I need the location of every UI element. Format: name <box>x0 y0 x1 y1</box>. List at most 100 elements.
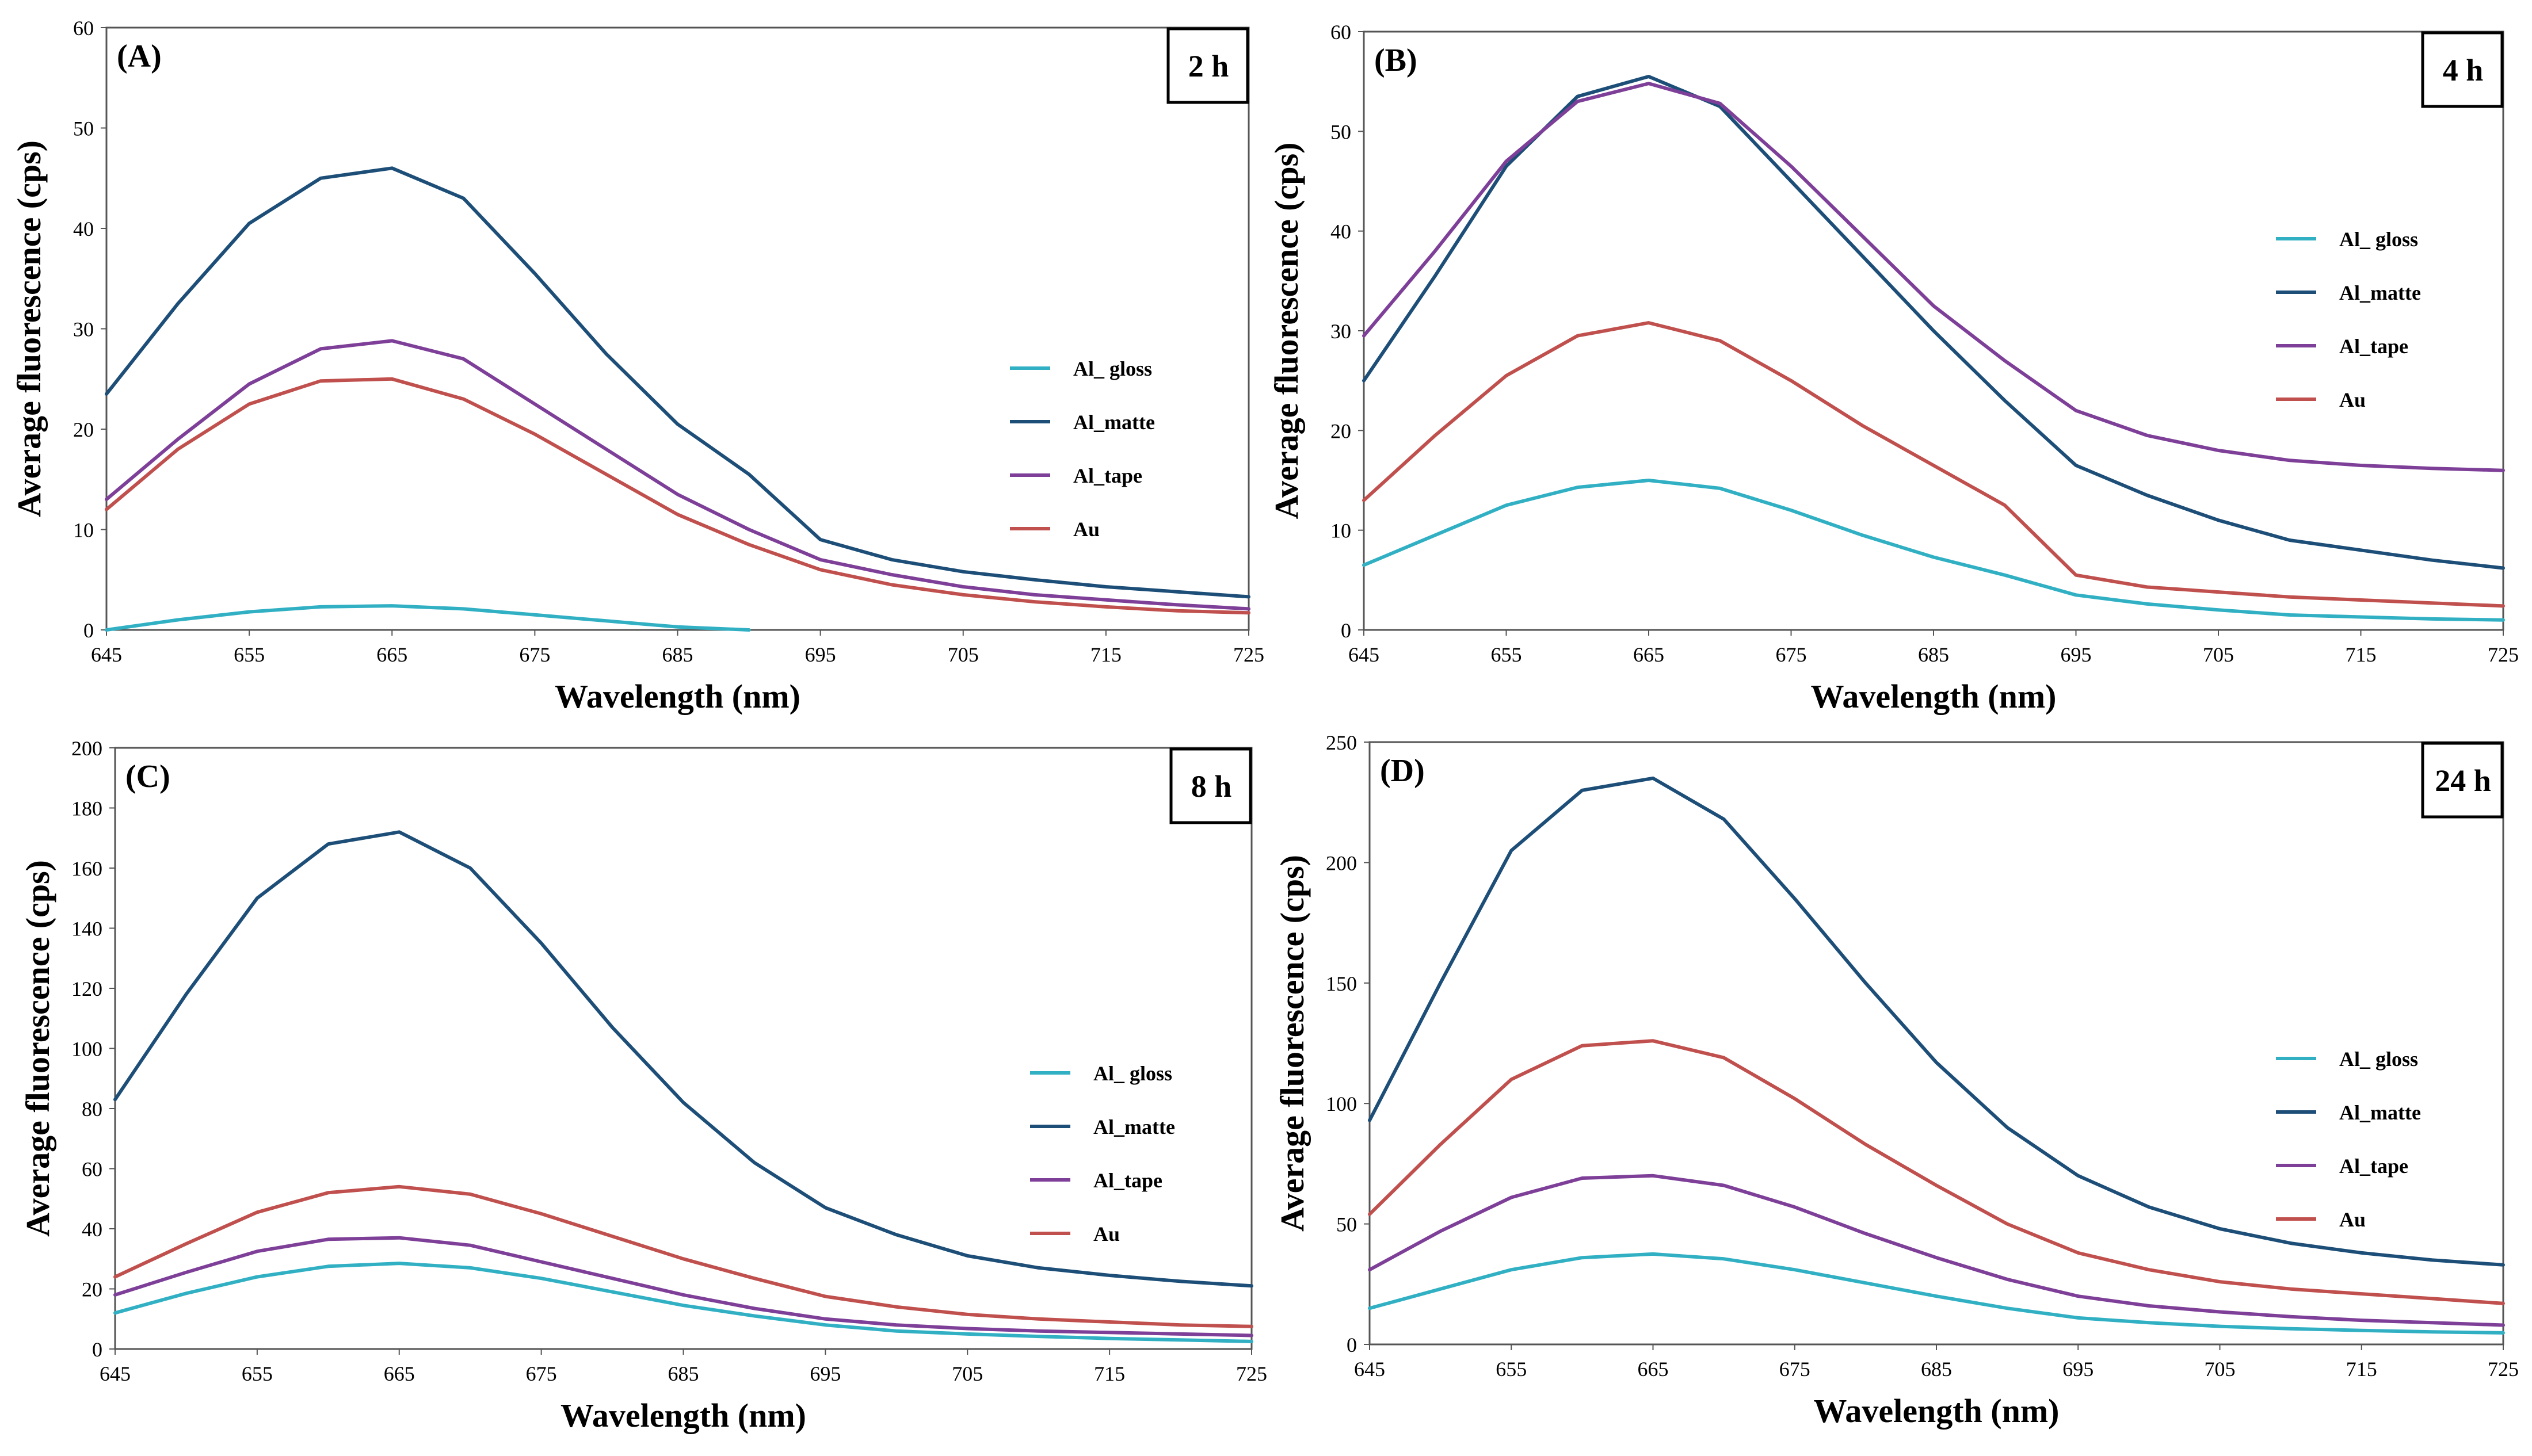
legend: Al_ gloss Al_matte Al_tape Au <box>1030 1062 1175 1245</box>
y-tick-label: 100 <box>71 1038 102 1061</box>
legend: Al_ gloss Al_matte Al_tape Au <box>1010 357 1155 541</box>
x-tick-label: 715 <box>1094 1362 1125 1385</box>
plot-area <box>1368 741 2504 1346</box>
x-tick-label: 655 <box>1491 643 1522 666</box>
x-axis-title: Wavelength (nm) <box>1811 678 2057 715</box>
x-tick-label: 675 <box>526 1362 557 1385</box>
x-tick-label: 675 <box>519 643 550 666</box>
y-axis-title: Average fluorescence (cps) <box>1273 855 1311 1232</box>
y-tick-label: 40 <box>73 217 94 240</box>
x-tick-label: 645 <box>1348 643 1379 666</box>
y-tick-label: 40 <box>82 1218 102 1241</box>
series-line-al-gloss <box>113 1262 1253 1343</box>
y-tick-label: 50 <box>1336 1213 1357 1236</box>
x-tick-label: 685 <box>662 643 693 666</box>
y-tick-label: 150 <box>1326 972 1357 995</box>
x-tick-label: 725 <box>1233 643 1264 666</box>
series-line-al-gloss <box>105 604 751 632</box>
y-tick-label: 20 <box>82 1278 102 1301</box>
panel-letter: (C) <box>125 759 170 794</box>
y-tick-label: 120 <box>71 977 102 1000</box>
x-tick-label: 655 <box>234 643 265 666</box>
y-tick-label: 160 <box>71 857 102 880</box>
y-tick-label: 50 <box>1330 120 1351 143</box>
y-tick-label: 20 <box>73 418 94 441</box>
y-tick-label: 0 <box>92 1338 102 1361</box>
series-line-au <box>1362 321 2505 608</box>
series-line-al-matte <box>1362 75 2505 570</box>
time-label-box <box>1169 747 1252 824</box>
x-tick-label: 725 <box>2488 1358 2519 1381</box>
panel-letter: (D) <box>1380 753 1425 789</box>
legend-label: Al_tape <box>1073 464 1142 487</box>
legend-label: Al_tape <box>1093 1169 1162 1192</box>
y-tick-label: 10 <box>1330 519 1351 542</box>
legend-label: Al_ gloss <box>1073 357 1152 380</box>
x-tick-label: 695 <box>810 1362 841 1385</box>
y-tick-label: 200 <box>1326 851 1357 874</box>
series-line-al-tape <box>1368 1174 2505 1327</box>
y-tick-label: 100 <box>1326 1092 1357 1115</box>
legend-label: Al_ gloss <box>1093 1062 1172 1085</box>
x-tick-label: 665 <box>376 643 407 666</box>
x-tick-label: 715 <box>1090 643 1122 666</box>
time-label: 8 h <box>1191 769 1232 804</box>
legend-label: Au <box>1093 1222 1120 1245</box>
x-tick-label: 645 <box>1354 1358 1385 1381</box>
x-tick-label: 675 <box>1776 643 1807 666</box>
x-tick-label: 655 <box>1496 1358 1527 1381</box>
series-line-au <box>1368 1039 2505 1305</box>
x-tick-label: 695 <box>2061 643 2092 666</box>
x-tick-label: 705 <box>952 1362 983 1385</box>
y-tick-label: 60 <box>1330 21 1351 44</box>
x-tick-label: 675 <box>1779 1358 1810 1381</box>
series-line-al-gloss <box>1362 479 2505 622</box>
panel-a: 0 10 20 30 40 50 60 645 655 665 675 685 695 705 715 725… <box>10 17 1264 715</box>
x-tick-label: 705 <box>2205 1358 2236 1381</box>
time-label-box <box>2421 31 2504 108</box>
legend-label: Al_tape <box>2339 1155 2408 1178</box>
x-tick-label: 655 <box>242 1362 273 1385</box>
x-axis-title: Wavelength (nm) <box>1814 1392 2060 1430</box>
y-tick-label: 140 <box>71 918 102 941</box>
legend-label: Al_matte <box>1073 411 1155 434</box>
legend: Al_ gloss Al_matte Al_tape Au <box>2276 1048 2421 1231</box>
x-tick-label: 725 <box>2488 643 2519 666</box>
y-tick-label: 20 <box>1330 419 1351 442</box>
y-axis-title: Average fluorescence (cps) <box>10 140 48 517</box>
y-tick-label: 250 <box>1326 731 1357 754</box>
x-tick-label: 705 <box>2203 643 2234 666</box>
x-tick-label: 665 <box>1633 643 1664 666</box>
legend-label: Al_ gloss <box>2339 1048 2418 1071</box>
y-axis-title: Average fluorescence (cps) <box>19 860 56 1237</box>
series-line-al-tape <box>1362 82 2505 472</box>
y-tick-label: 50 <box>73 117 94 140</box>
series-line-au <box>113 1184 1253 1328</box>
y-tick-label: 180 <box>71 797 102 820</box>
legend-label: Al_tape <box>2339 335 2408 358</box>
y-tick-label: 30 <box>73 318 94 341</box>
y-tick-label: 200 <box>71 737 102 760</box>
series-line-al-matte <box>1368 776 2505 1267</box>
legend-label: Au <box>2339 388 2366 411</box>
y-axis-title: Average fluorescence (cps) <box>1268 143 1305 519</box>
time-label-box <box>2421 742 2504 819</box>
x-tick-label: 705 <box>948 643 979 666</box>
x-tick-label: 665 <box>1638 1358 1669 1381</box>
panel-c: 0 20 40 60 80 100 120 140 160 180 200 645 655 665 675 6… <box>19 737 1267 1434</box>
panel-d: 0 50 100 150 200 250 645 655 665 675 685 695 705 715 7… <box>1273 731 2519 1430</box>
x-tick-label: 665 <box>384 1362 415 1385</box>
time-label: 4 h <box>2443 53 2484 87</box>
x-tick-label: 685 <box>1921 1358 1952 1381</box>
series-line-al-tape <box>113 1236 1253 1337</box>
panel-letter: (B) <box>1374 43 1417 78</box>
series-line-al-tape <box>105 339 1250 611</box>
legend-label: Al_ gloss <box>2339 228 2418 251</box>
legend-label: Al_matte <box>1093 1115 1175 1138</box>
legend-label: Al_matte <box>2339 1101 2421 1124</box>
x-tick-label: 695 <box>2062 1358 2094 1381</box>
legend-label: Au <box>1073 518 1100 541</box>
y-tick-label: 80 <box>82 1098 102 1121</box>
legend: Al_ gloss Al_matte Al_tape Au <box>2276 228 2421 411</box>
